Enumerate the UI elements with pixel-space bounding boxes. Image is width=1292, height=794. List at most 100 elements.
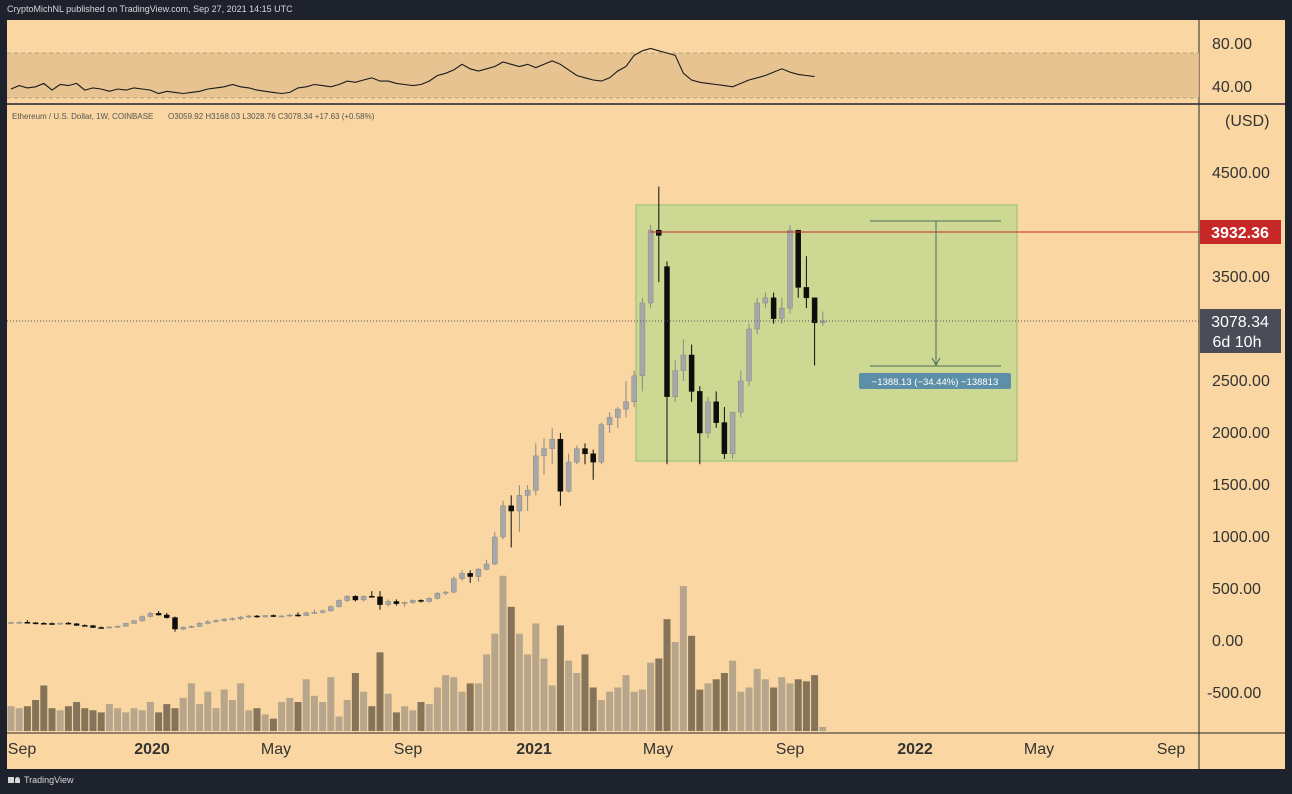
candle-body[interactable] — [369, 596, 375, 598]
candle-body[interactable] — [467, 573, 473, 577]
candle-body[interactable] — [770, 297, 777, 319]
candle-body[interactable] — [352, 596, 359, 601]
candle-body[interactable] — [787, 229, 793, 309]
candle-body[interactable] — [311, 612, 318, 614]
candle-body[interactable] — [713, 401, 719, 423]
candle-body[interactable] — [729, 411, 736, 455]
candle-body[interactable] — [574, 448, 580, 463]
candle-body[interactable] — [795, 229, 801, 288]
candle-body[interactable] — [319, 610, 326, 613]
candle-body[interactable] — [516, 495, 523, 512]
candle-body[interactable] — [779, 307, 785, 319]
candle-body[interactable] — [549, 438, 555, 449]
candle-body[interactable] — [451, 578, 457, 593]
candle-body[interactable] — [344, 596, 350, 601]
candle-body[interactable] — [49, 623, 55, 625]
candle-body[interactable] — [360, 596, 367, 601]
candle-body[interactable] — [582, 448, 588, 455]
candle-body[interactable] — [664, 266, 670, 397]
consolidation-zone[interactable] — [635, 204, 1018, 462]
candle-body[interactable] — [155, 613, 162, 616]
candle-body[interactable] — [65, 622, 72, 625]
candle-body[interactable] — [328, 606, 334, 612]
candle-body[interactable] — [401, 602, 408, 604]
candle-body[interactable] — [639, 302, 646, 377]
candle-body[interactable] — [754, 302, 760, 330]
candle-body[interactable] — [738, 380, 744, 413]
candle-body[interactable] — [434, 592, 441, 599]
candle-body[interactable] — [483, 563, 490, 570]
candle-body[interactable] — [57, 622, 63, 625]
candle-body[interactable] — [811, 297, 818, 324]
candle-body[interactable] — [459, 573, 465, 579]
candle-body[interactable] — [41, 623, 47, 625]
candle-body[interactable] — [213, 620, 219, 622]
candle-body[interactable] — [442, 591, 449, 594]
candle-body[interactable] — [82, 625, 88, 627]
candle-body[interactable] — [500, 505, 506, 538]
candle-body[interactable] — [336, 600, 342, 607]
candle-body[interactable] — [524, 489, 531, 496]
candle-body[interactable] — [623, 401, 629, 410]
candle-body[interactable] — [16, 622, 22, 624]
candle-body[interactable] — [295, 614, 301, 617]
candle-body[interactable] — [803, 287, 810, 299]
candle-body[interactable] — [287, 614, 293, 617]
candle-body[interactable] — [590, 453, 596, 463]
candle-body[interactable] — [32, 622, 39, 625]
candle-body[interactable] — [106, 626, 113, 629]
candle-body[interactable] — [385, 601, 391, 605]
candle-body[interactable] — [631, 375, 637, 403]
candle-body[interactable] — [565, 461, 572, 492]
candle-body[interactable] — [90, 625, 96, 628]
candle-body[interactable] — [164, 614, 170, 618]
resistance-price-badge[interactable] — [1200, 220, 1281, 244]
candle-body[interactable] — [131, 620, 137, 624]
candle-body[interactable] — [123, 623, 129, 627]
candle-body[interactable] — [237, 616, 244, 619]
candle-body[interactable] — [147, 613, 154, 617]
candle-body[interactable] — [705, 401, 711, 434]
current-price-badge[interactable] — [1200, 309, 1281, 353]
candle-body[interactable] — [221, 618, 227, 622]
candle-body[interactable] — [508, 505, 514, 512]
candle-body[interactable] — [205, 621, 211, 624]
candle-body[interactable] — [688, 354, 695, 392]
candle-body[interactable] — [393, 601, 400, 604]
candle-body[interactable] — [721, 422, 728, 455]
candle-body[interactable] — [615, 408, 621, 418]
candle-body[interactable] — [606, 417, 613, 425]
candle-body[interactable] — [139, 616, 145, 622]
candle-body[interactable] — [114, 625, 121, 628]
candle-body[interactable] — [746, 328, 752, 382]
candle-body[interactable] — [98, 627, 104, 629]
candle-body[interactable] — [647, 229, 654, 304]
candle-body[interactable] — [8, 622, 14, 624]
candle-body[interactable] — [172, 617, 178, 630]
candle-body[interactable] — [418, 600, 424, 602]
candle-body[interactable] — [188, 626, 195, 628]
candle-body[interactable] — [697, 391, 703, 434]
candle-body[interactable] — [254, 615, 260, 618]
candle-body[interactable] — [24, 622, 31, 624]
candle-body[interactable] — [196, 623, 203, 627]
candle-body[interactable] — [541, 448, 547, 457]
candle-body[interactable] — [492, 536, 498, 565]
candle-body[interactable] — [246, 615, 252, 618]
candle-body[interactable] — [180, 627, 186, 630]
candle-body[interactable] — [680, 354, 687, 371]
candle-body[interactable] — [270, 615, 277, 617]
candle-body[interactable] — [278, 615, 285, 618]
candle-body[interactable] — [557, 438, 564, 492]
candle-body[interactable] — [820, 320, 826, 324]
candle-body[interactable] — [533, 455, 539, 491]
candle-body[interactable] — [656, 229, 662, 236]
candle-body[interactable] — [262, 615, 268, 618]
candle-body[interactable] — [762, 297, 769, 304]
candle-body[interactable] — [410, 600, 416, 603]
candle-body[interactable] — [426, 598, 432, 602]
candle-body[interactable] — [377, 596, 383, 605]
candle-body[interactable] — [598, 424, 605, 463]
candle-body[interactable] — [73, 623, 80, 626]
candle-body[interactable] — [229, 618, 236, 620]
